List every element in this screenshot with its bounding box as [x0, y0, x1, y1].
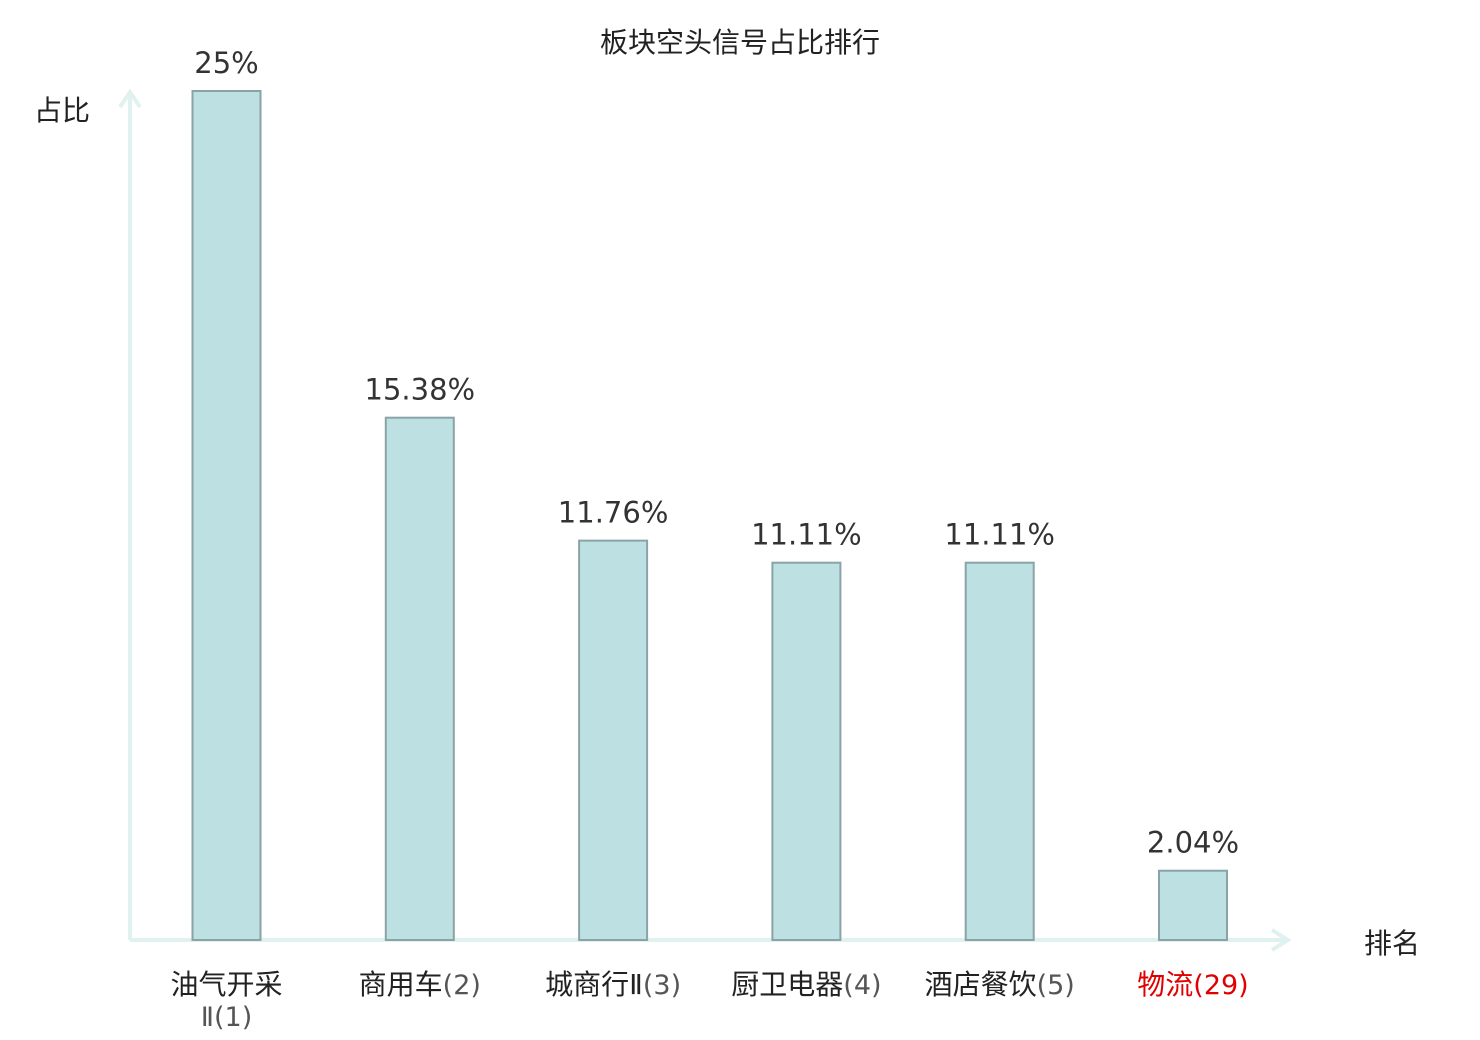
x-tick-label-rank: (29)	[1193, 970, 1248, 1001]
x-tick-label-name: 城商行Ⅱ	[545, 968, 643, 1001]
y-axis-arrow	[118, 88, 142, 109]
x-tick-label-name: 物流	[1137, 968, 1193, 1001]
x-tick-label-rank: (4)	[843, 970, 881, 1001]
x-tick-label-rank: Ⅱ(1)	[201, 1002, 253, 1033]
data-label: 2.04%	[1147, 826, 1239, 860]
x-tick-label-name: 油气开采	[170, 968, 282, 1001]
bar	[384, 416, 455, 941]
x-tick-label-name: 厨卫电器	[731, 968, 843, 1001]
value-labels-group: 25% 15.38% 11.76% 11.11% 11.11% 2.04%	[194, 46, 1239, 860]
x-tick-label: 商用车(2)	[359, 968, 481, 1001]
bar	[1158, 869, 1228, 942]
x-axis-arrow	[1270, 928, 1292, 952]
x-tick-label-name: 商用车	[359, 968, 443, 1001]
data-label: 11.11%	[751, 518, 862, 552]
x-tick-label-rank: (2)	[443, 970, 481, 1001]
data-label: 15.38%	[365, 373, 476, 407]
data-label: 25%	[194, 46, 258, 80]
category-labels-group: 油气开采 Ⅱ(1) 商用车(2) 城商行Ⅱ(3) 厨卫电器(4) 酒店餐饮(5) 物流(29…	[170, 968, 1248, 1033]
bar	[578, 539, 649, 941]
bar	[191, 90, 262, 941]
x-tick-label: 物流(29)	[1137, 968, 1248, 1001]
data-label: 11.76%	[558, 496, 669, 530]
axes	[118, 88, 1292, 952]
data-label: 11.11%	[944, 518, 1055, 552]
x-tick-label: 酒店餐饮(5)	[925, 968, 1075, 1001]
x-axis-label: 排名	[1364, 927, 1420, 960]
bar	[964, 561, 1035, 941]
x-tick-label-name: 酒店餐饮	[925, 968, 1037, 1001]
y-axis-label: 占比	[34, 94, 90, 127]
x-tick-label-rank: (5)	[1037, 970, 1075, 1001]
bars-group	[191, 90, 1228, 942]
x-tick-label-rank: (3)	[643, 970, 681, 1001]
x-tick-label: 城商行Ⅱ(3)	[545, 968, 681, 1001]
x-tick-label: 厨卫电器(4)	[731, 968, 881, 1001]
bar	[771, 561, 842, 941]
chart-title: 板块空头信号占比排行	[600, 26, 880, 59]
x-tick-label: 油气开采 Ⅱ(1)	[170, 968, 282, 1033]
